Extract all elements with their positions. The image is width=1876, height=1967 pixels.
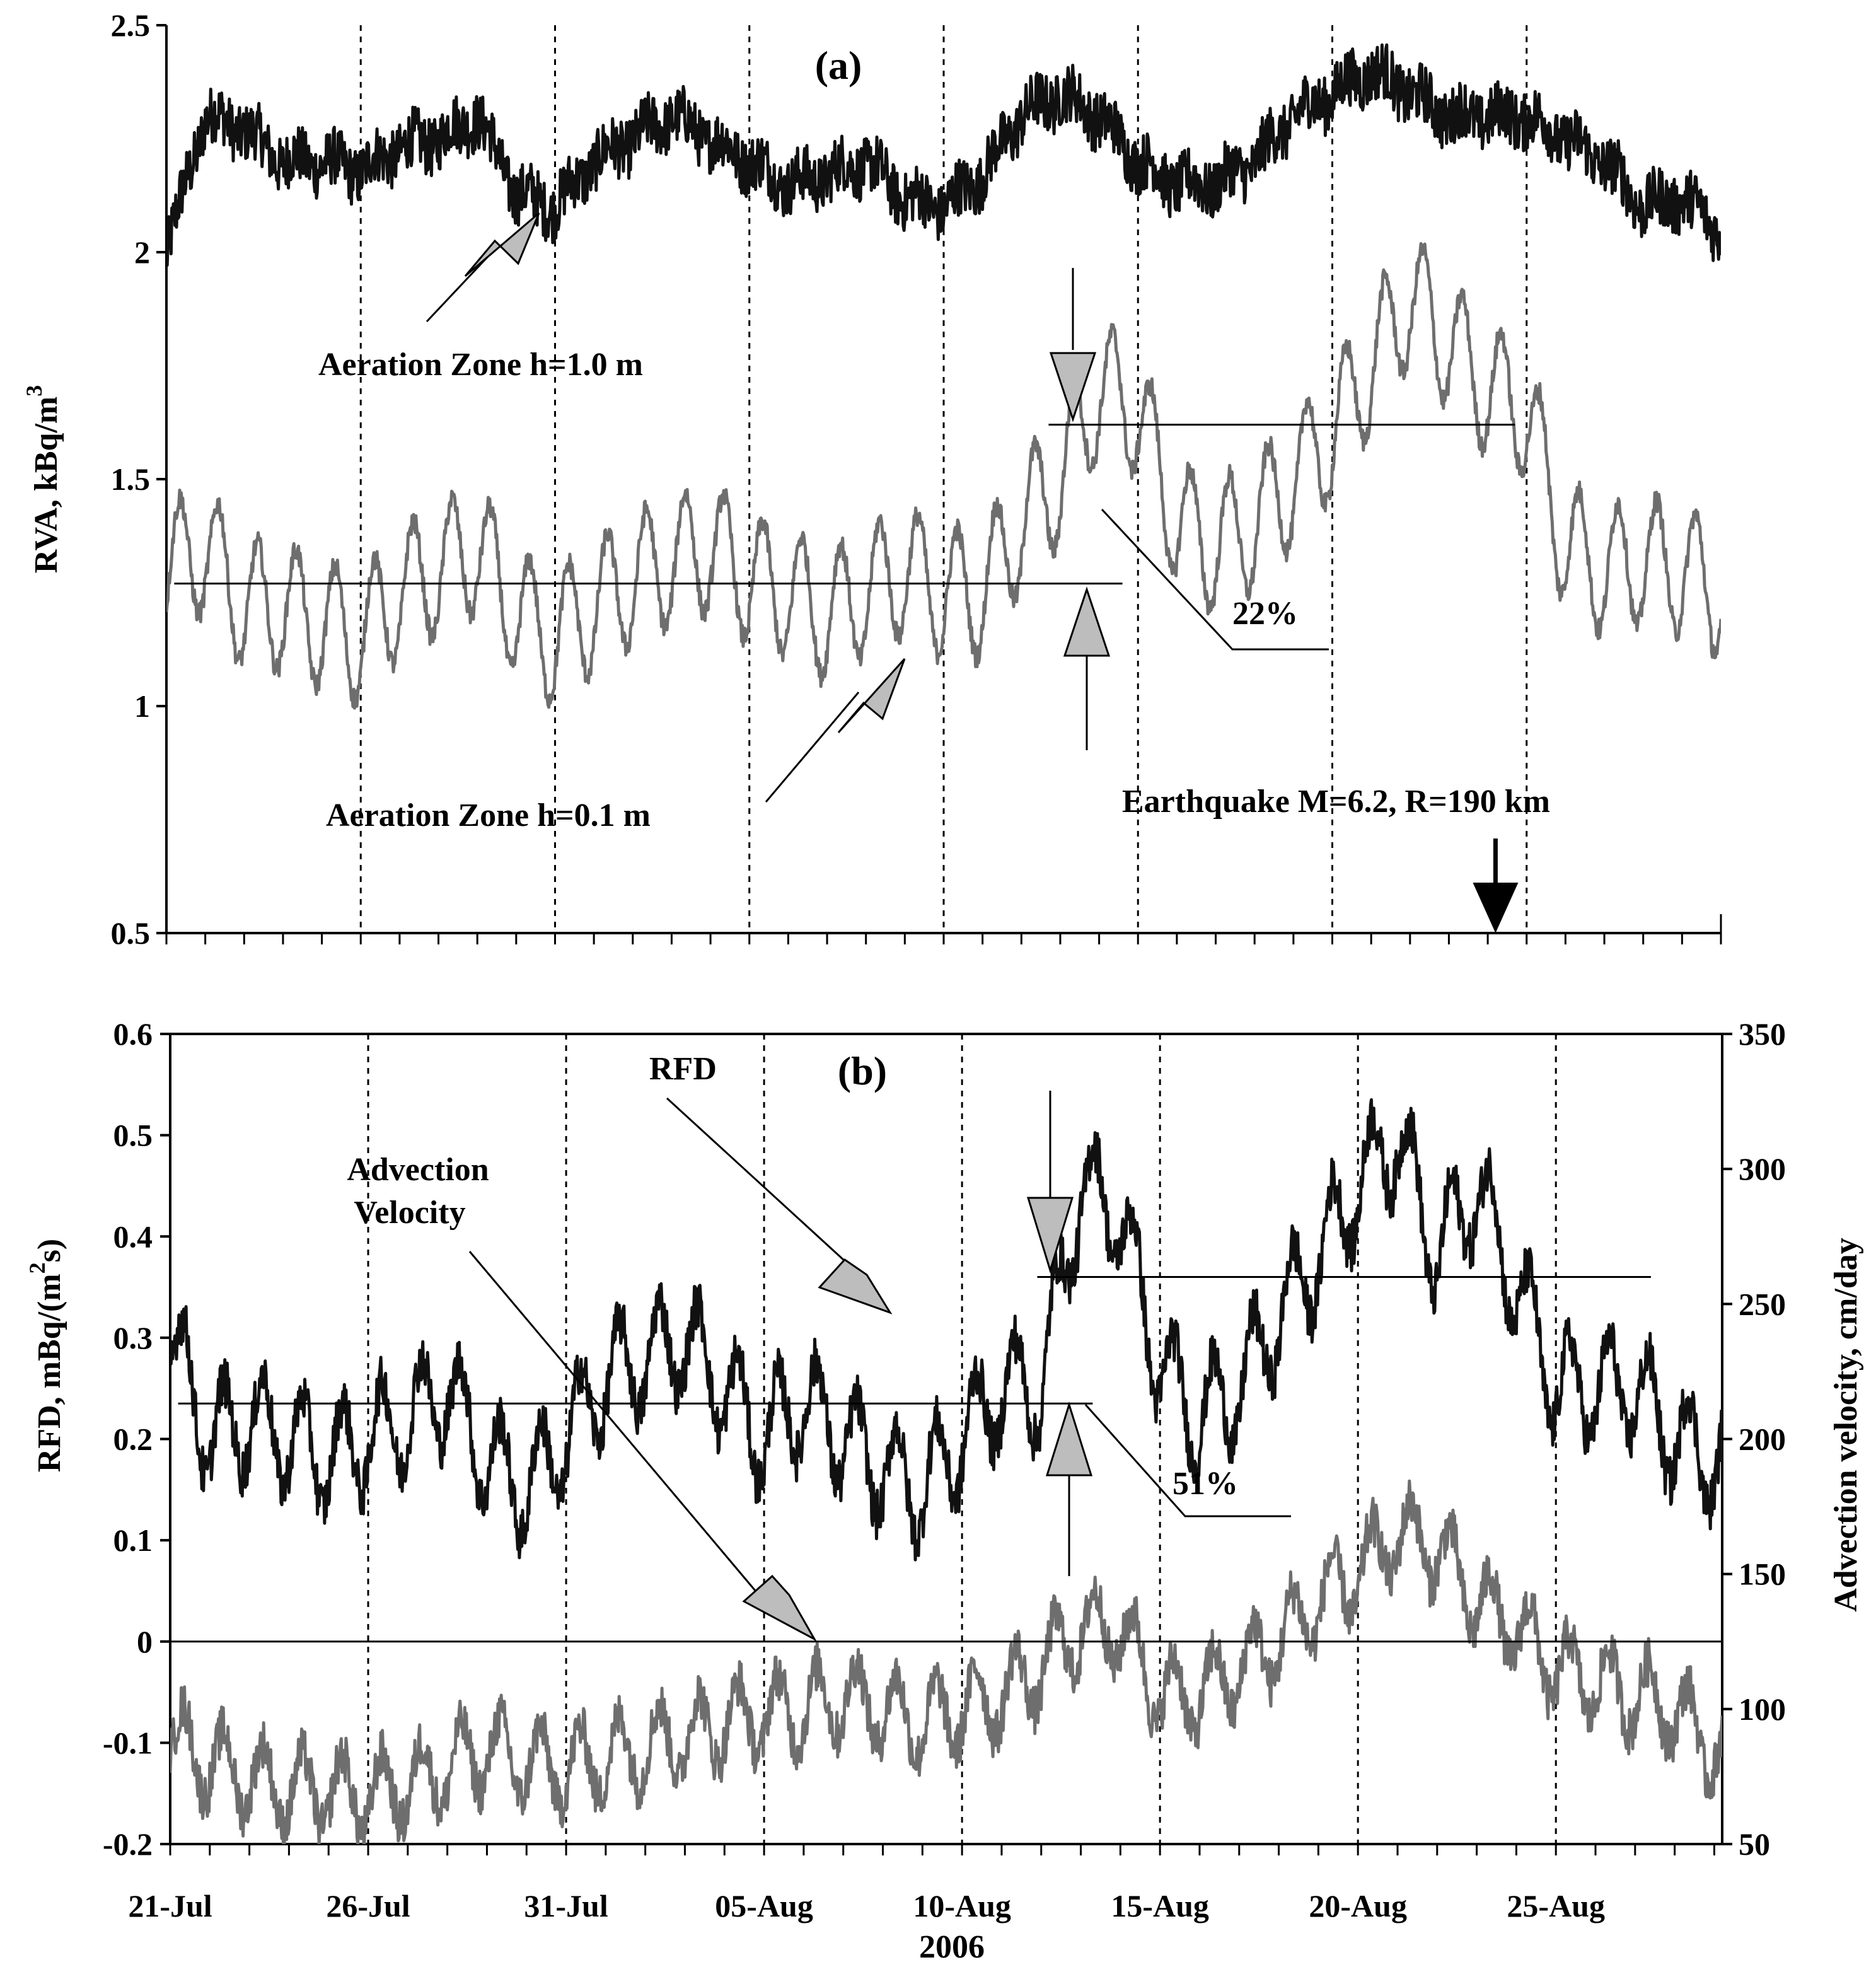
panel-b-x-tick-label: 20-Aug bbox=[1309, 1888, 1407, 1923]
panel-b-y-tick-label: 0.4 bbox=[113, 1219, 153, 1254]
label-rfd: RFD bbox=[649, 1051, 717, 1087]
arrow-shaft-advection bbox=[468, 1251, 773, 1611]
panel-b-y-tick-label: -0.2 bbox=[103, 1826, 153, 1862]
earthquake-arrow-head bbox=[1473, 883, 1519, 933]
arrow-shaft-aeration-01m bbox=[765, 692, 860, 803]
panel-b-y2-tick-label: 150 bbox=[1739, 1557, 1786, 1592]
panel-b-x-tick-label: 25-Aug bbox=[1507, 1888, 1605, 1923]
label-advection-line2: Velocity bbox=[354, 1195, 465, 1231]
arrow-head-up-b bbox=[1045, 1401, 1093, 1477]
panel-b-y2-tick-label: 350 bbox=[1739, 1016, 1786, 1052]
panel-b-y2-tick-label: 200 bbox=[1739, 1422, 1786, 1457]
panel-b-y2-tick-label: 100 bbox=[1739, 1691, 1786, 1727]
label-aeration-1m: Aeration Zone h=1.0 m bbox=[318, 347, 643, 383]
arrow-head-aeration-01m bbox=[837, 658, 906, 734]
panel-b-x-ticks: 21-Jul 26-Jul 31-Jul 05-Aug 10-Aug 15-Aug 20-A… bbox=[128, 1844, 1715, 1923]
panel-a-y-tick-label: 1.5 bbox=[111, 461, 151, 497]
panel-b-x-axis-label: 2006 bbox=[919, 1929, 985, 1965]
arrow-head-up-a bbox=[1063, 586, 1111, 657]
panel-b-y-tick-label: -0.1 bbox=[103, 1725, 153, 1760]
panel-a-y-tick-label: 1 bbox=[134, 688, 150, 724]
panel-b-y-tick-label: 0 bbox=[137, 1624, 153, 1659]
panel-a-x-ticks bbox=[165, 933, 1722, 944]
panel-b-y-tick-label: 0.6 bbox=[113, 1016, 153, 1052]
percent-label-a: 22% bbox=[1232, 596, 1298, 632]
panel-b-y-tick-label: 0.3 bbox=[113, 1320, 153, 1355]
panel-b-x-tick-label: 15-Aug bbox=[1111, 1888, 1209, 1923]
svg-text:Advection velocity, cm/day: Advection velocity, cm/day bbox=[1828, 1238, 1864, 1612]
panel-a-y-axis-label: RVA, kBq/m3 bbox=[21, 385, 64, 573]
series-aeration-01m-line bbox=[166, 242, 1721, 710]
panel-a: 0.5 1 1.5 2 2.5 (a) RVA, kBq/m3 Aeration Zon… bbox=[21, 8, 1722, 951]
panel-b-y2-tick-label: 250 bbox=[1739, 1286, 1786, 1321]
panel-a-y-tick-label: 0.5 bbox=[111, 915, 151, 951]
percent-leader-b bbox=[1084, 1404, 1291, 1517]
panel-b-y-tick-label: 0.5 bbox=[113, 1118, 153, 1153]
panel-a-y-tick-label: 2 bbox=[134, 235, 150, 270]
panel-b-y-tick-label: 0.1 bbox=[113, 1523, 153, 1558]
panel-b-x-tick-label: 31-Jul bbox=[524, 1888, 608, 1923]
panel-a-y-ticks: 0.5 1 1.5 2 2.5 bbox=[111, 8, 166, 951]
svg-text:RVA, kBq/m3: RVA, kBq/m3 bbox=[21, 385, 64, 573]
arrow-head-advection bbox=[742, 1574, 817, 1642]
panel-b-x-tick-label: 21-Jul bbox=[128, 1888, 212, 1923]
arrow-shaft-rfd bbox=[666, 1097, 846, 1262]
svg-text:RFD, mBq/(m2s): RFD, mBq/(m2s) bbox=[25, 1239, 67, 1472]
panel-a-y-tick-label: 2.5 bbox=[111, 8, 151, 43]
series-advection-velocity-line bbox=[170, 1479, 1722, 1844]
arrow-head-down-a bbox=[1049, 352, 1097, 422]
arrow-head-rfd bbox=[818, 1258, 893, 1314]
panel-b-y2-axis-label: Advection velocity, cm/day bbox=[1828, 1238, 1864, 1612]
label-aeration-01m: Aeration Zone h=0.1 m bbox=[326, 798, 651, 833]
panel-b-right-y-ticks: 50 100 150 200 250 300 350 bbox=[1722, 1016, 1786, 1862]
arrow-head-aeration-1m bbox=[464, 212, 540, 277]
panel-b-x-tick-label: 05-Aug bbox=[715, 1888, 813, 1923]
panel-b-left-y-ticks: -0.2 -0.1 0 0.1 0.2 0.3 0.4 0.5 0.6 bbox=[103, 1016, 170, 1862]
arrow-head-down-b bbox=[1026, 1197, 1074, 1274]
series-aeration-1m-line bbox=[166, 43, 1721, 267]
percent-label-b: 51% bbox=[1172, 1466, 1238, 1502]
panel-b-y2-tick-label: 300 bbox=[1739, 1151, 1786, 1187]
panel-b-label: (b) bbox=[838, 1048, 887, 1093]
panel-b-x-tick-label: 10-Aug bbox=[913, 1888, 1011, 1923]
panel-b: -0.2 -0.1 0 0.1 0.2 0.3 0.4 0.5 0.6 50 100 150 200 2… bbox=[25, 1016, 1864, 1965]
panel-a-label: (a) bbox=[815, 43, 862, 88]
panel-b-y2-tick-label: 50 bbox=[1739, 1826, 1770, 1862]
percent-leader-a bbox=[1101, 508, 1329, 651]
panel-b-x-tick-label: 26-Jul bbox=[326, 1888, 410, 1923]
series-rfd-line bbox=[170, 1098, 1722, 1562]
panel-b-y-axis-label: RFD, mBq/(m2s) bbox=[25, 1239, 67, 1472]
panel-b-y-tick-label: 0.2 bbox=[113, 1422, 153, 1457]
label-advection-line1: Advection bbox=[347, 1152, 489, 1188]
earthquake-label: Earthquake M=6.2, R=190 km bbox=[1122, 784, 1550, 820]
